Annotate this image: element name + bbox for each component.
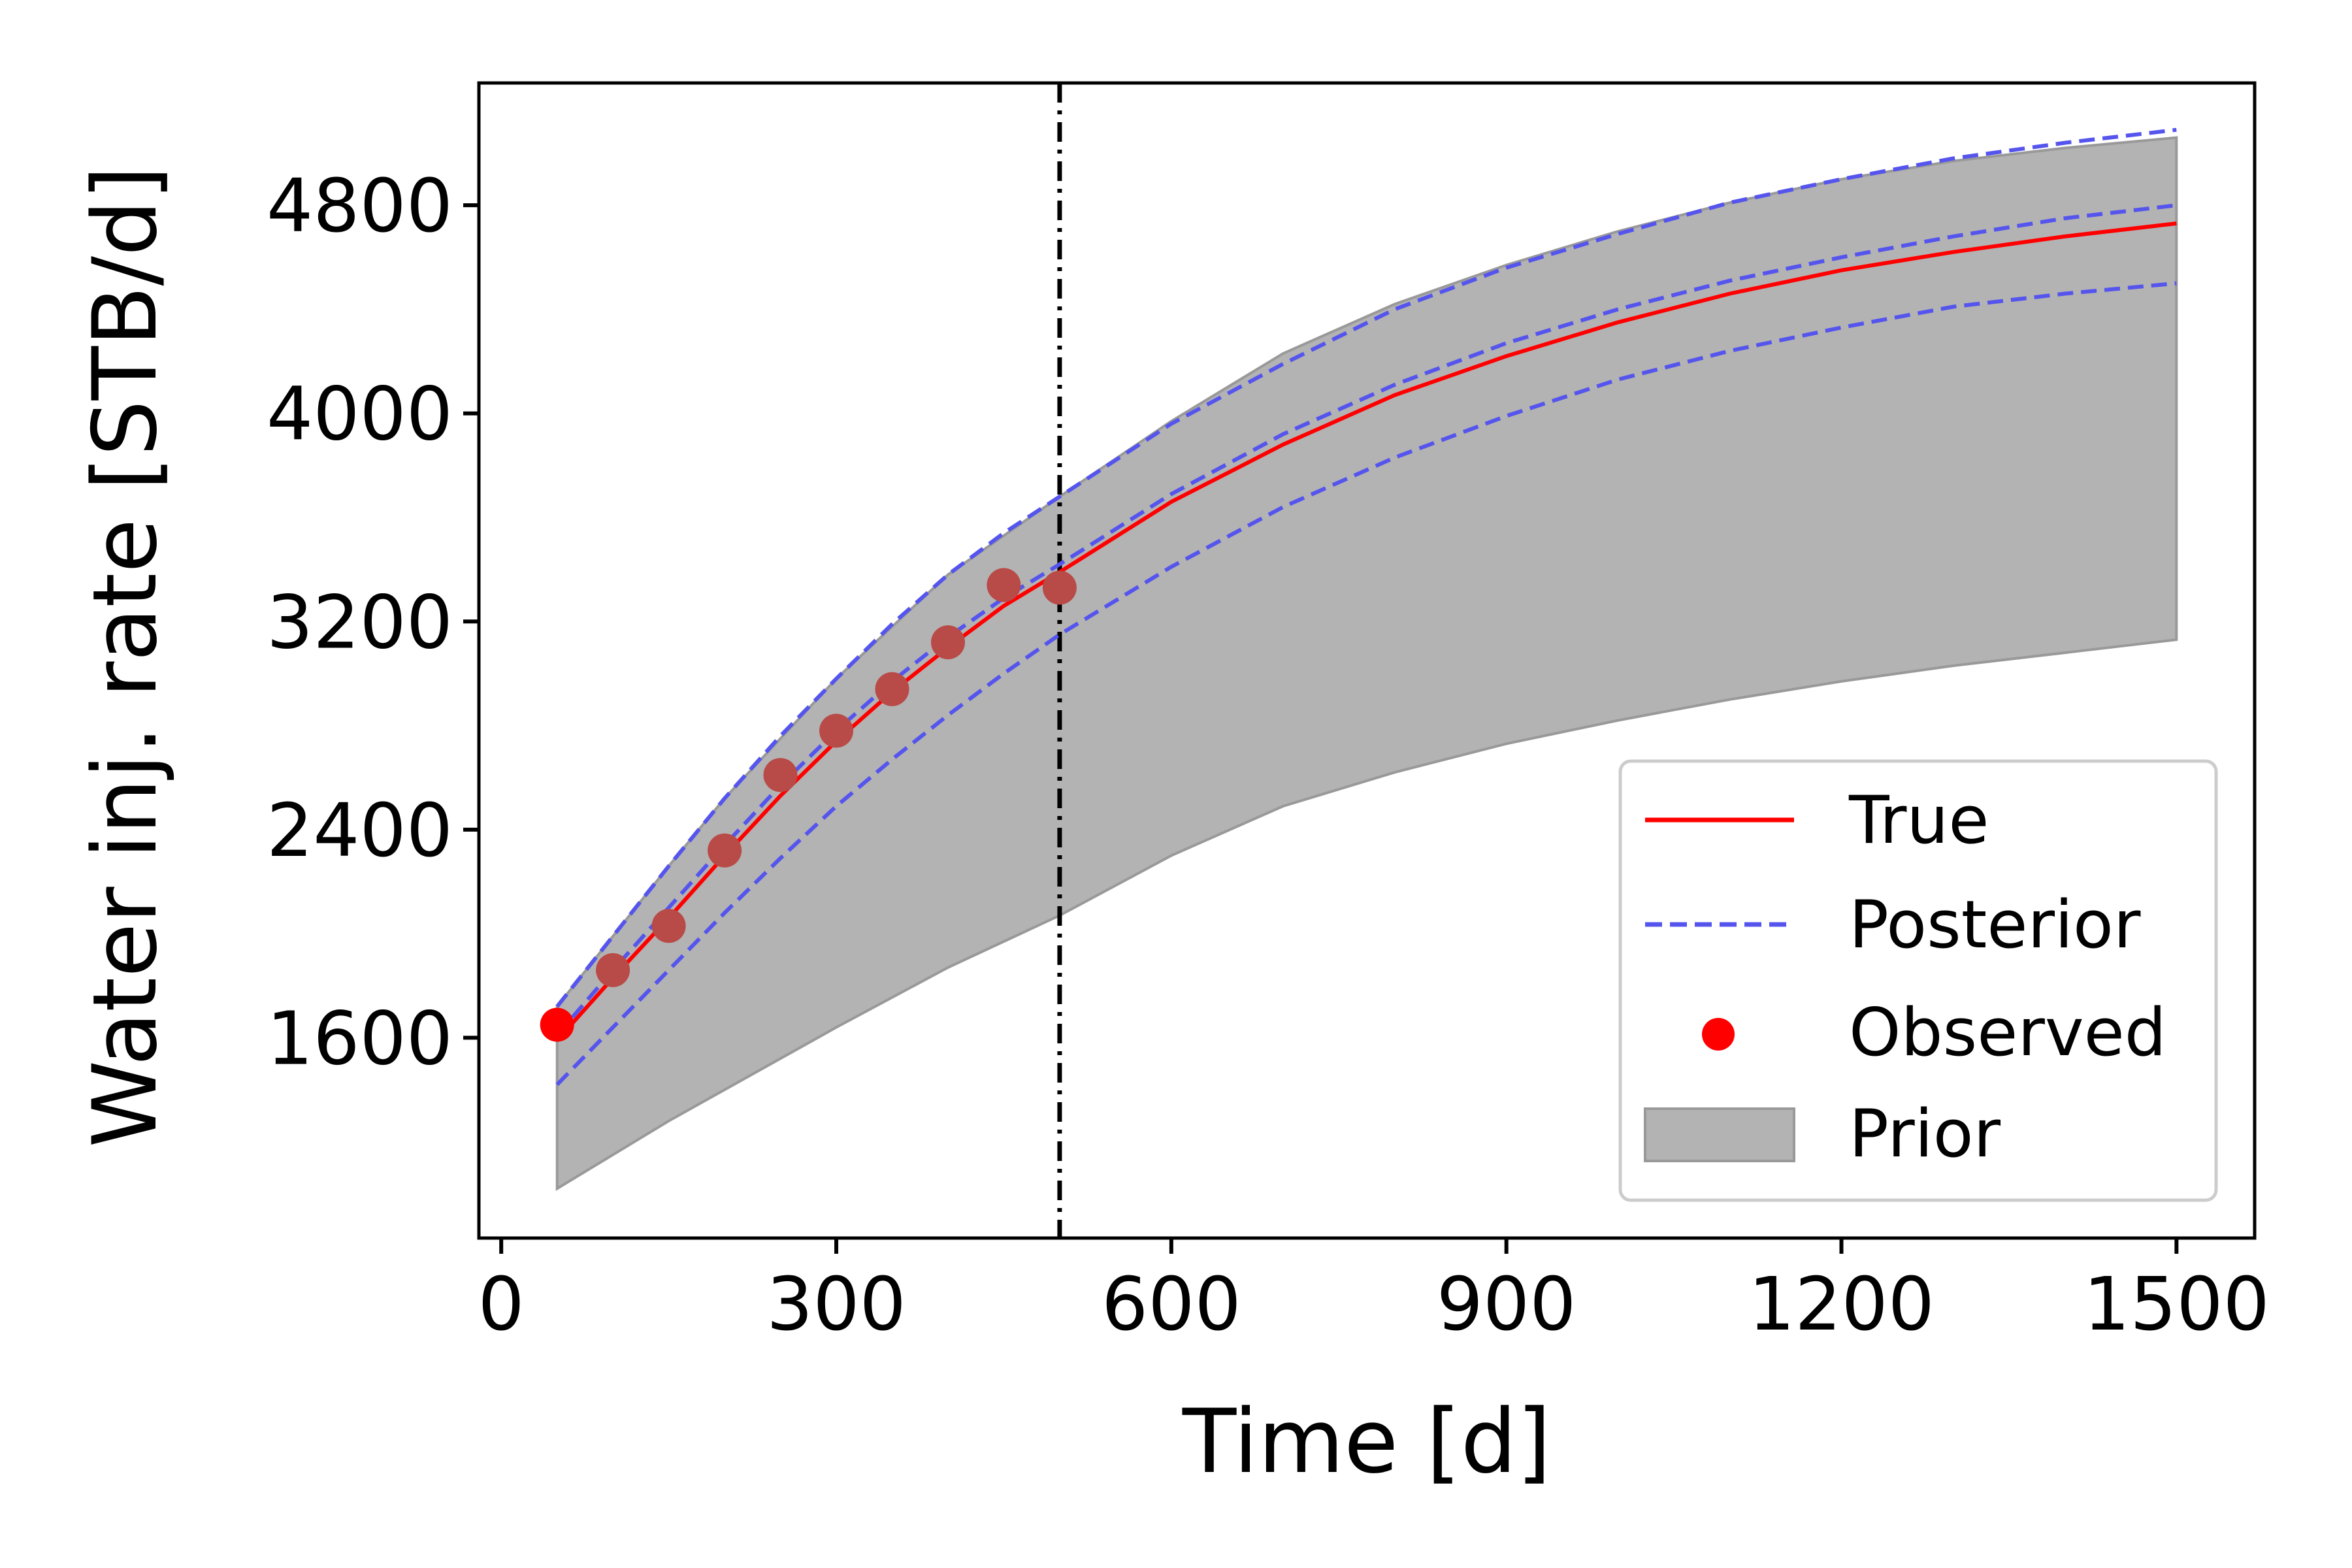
- x-tick-label: 600: [1102, 1262, 1241, 1347]
- legend-prior-swatch: [1644, 1107, 1795, 1162]
- y-tick-label: 4800: [267, 164, 453, 249]
- y-tick-label: 3200: [267, 580, 453, 665]
- legend-observed-swatch: [1702, 1018, 1735, 1051]
- x-axis-label: Time [d]: [1182, 1390, 1551, 1493]
- y-tick-label: 1600: [267, 996, 453, 1081]
- observed-point: [708, 833, 742, 868]
- observed-point: [875, 672, 909, 706]
- y-tick-label: 2400: [267, 789, 453, 874]
- observed-point: [596, 953, 630, 987]
- observed-point: [540, 1007, 574, 1042]
- axes-frame: [477, 81, 2257, 1240]
- x-tick-label: 1200: [1748, 1262, 1935, 1347]
- y-axis-label: Water inj. rate [STB/d]: [74, 166, 176, 1148]
- series-posterior-lower-line: [555, 281, 2177, 1086]
- series-posterior-upper-line: [555, 127, 2177, 1008]
- legend: True Posterior Observed Prior: [1618, 759, 2218, 1202]
- x-tick-label: 300: [766, 1262, 906, 1347]
- legend-posterior-label: Posterior: [1849, 886, 2141, 963]
- x-tick-label: 1500: [2083, 1262, 2270, 1347]
- observed-point: [1042, 570, 1077, 605]
- observed-point: [931, 625, 965, 660]
- observed-point: [819, 713, 853, 748]
- x-tick-label: 0: [478, 1262, 525, 1347]
- observed-point: [987, 568, 1021, 602]
- observed-point: [651, 909, 686, 943]
- prior-band: [555, 136, 2178, 1191]
- plot-area: [540, 83, 2178, 1238]
- x-tick-label: 900: [1437, 1262, 1576, 1347]
- legend-observed-label: Observed: [1849, 994, 2166, 1071]
- series-posterior-mid-line: [555, 203, 2177, 1037]
- x-axis-ticks: 0 300 600 900 1200 1500: [478, 1238, 2270, 1347]
- legend-true-label: True: [1848, 781, 1989, 858]
- y-axis-ticks: 1600 2400 3200 4000 4800: [267, 164, 479, 1081]
- y-tick-label: 4000: [267, 372, 453, 457]
- legend-prior-label: Prior: [1849, 1095, 2001, 1172]
- legend-box: [1618, 759, 2218, 1202]
- observed-point: [763, 758, 798, 792]
